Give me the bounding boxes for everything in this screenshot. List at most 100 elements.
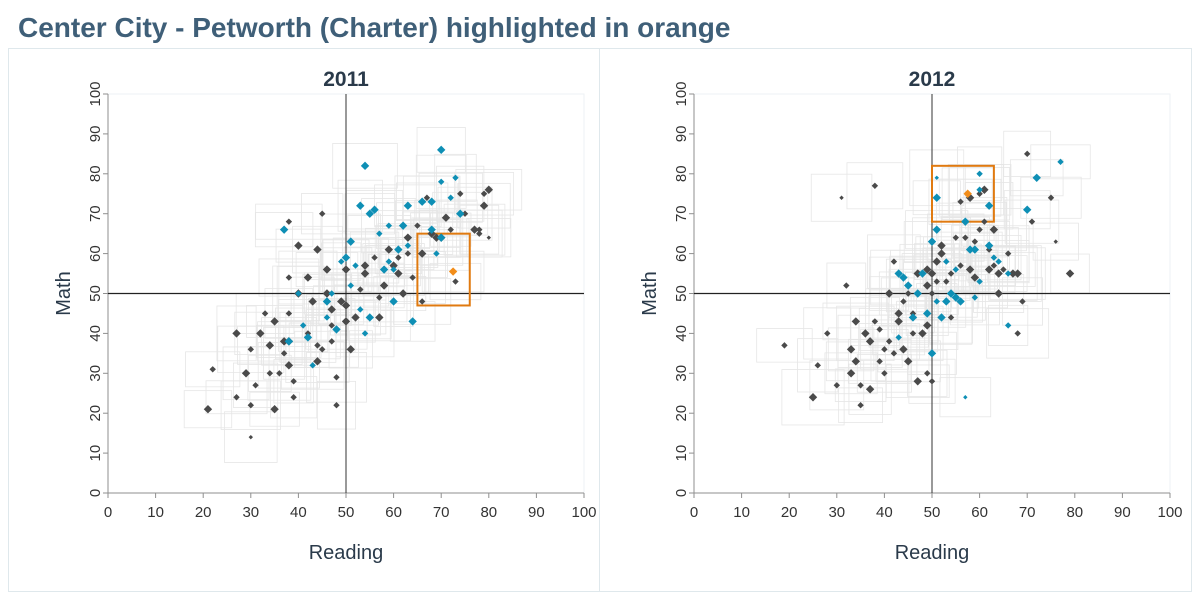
background-box (822, 302, 890, 341)
background-box (237, 325, 303, 365)
x-tick-label: 100 (571, 504, 596, 521)
charter-school-point (923, 309, 932, 318)
highlighted-school-point (448, 267, 458, 276)
traditional-school-point (927, 269, 937, 278)
background-box (848, 363, 892, 415)
charter-school-point (437, 145, 446, 155)
background-box (434, 153, 477, 202)
traditional-school-point (871, 182, 879, 189)
y-tick-label: 100 (673, 81, 690, 106)
background-box (402, 211, 462, 248)
traditional-school-point (871, 318, 879, 325)
traditional-school-point (209, 366, 216, 373)
charter-school-point (984, 241, 994, 250)
traditional-school-point (375, 313, 384, 322)
traditional-school-point (865, 385, 875, 394)
y-axis-title: Math (53, 271, 75, 315)
traditional-school-point (360, 269, 370, 278)
traditional-school-point (814, 362, 821, 369)
charter-school-point (379, 265, 389, 274)
background-box (901, 305, 944, 362)
chart-frame (8, 48, 1192, 592)
traditional-school-point (379, 281, 389, 290)
background-box (1009, 159, 1064, 197)
background-box (927, 213, 985, 262)
charter-school-point (1032, 173, 1041, 182)
charter-school-point (356, 201, 365, 210)
y-tick-label: 50 (673, 285, 690, 302)
charter-school-point (394, 245, 403, 254)
background-box (1003, 190, 1051, 230)
background-box (988, 304, 1029, 346)
charter-school-point (403, 201, 413, 210)
traditional-school-point (357, 286, 364, 293)
traditional-school-point (957, 198, 964, 205)
traditional-school-point (452, 278, 459, 285)
x-tick-label: 70 (1019, 504, 1036, 521)
traditional-school-point (876, 326, 883, 333)
traditional-school-point (937, 241, 946, 250)
scatter-panel-2011: 0 10 20 30 40 50 60 70 80 90 100 0 10 20 30 40 50 60 70 80 9… (53, 68, 597, 564)
background-boxes (756, 130, 1091, 426)
traditional-school-point (423, 194, 431, 201)
panel-title: 2012 (909, 68, 956, 91)
traditional-school-point (337, 297, 346, 306)
traditional-school-point (881, 346, 888, 353)
traditional-school-point (409, 274, 416, 281)
traditional-school-point (322, 289, 332, 298)
traditional-school-point (328, 322, 335, 329)
charter-school-point (309, 362, 316, 369)
traditional-school-point (270, 405, 279, 414)
charter-school-point (390, 266, 397, 273)
background-box (875, 340, 941, 383)
charter-school-point (1004, 270, 1012, 277)
traditional-school-point (341, 317, 351, 326)
traditional-school-point (976, 226, 983, 233)
y-tick-label: 80 (673, 165, 690, 182)
traditional-school-point (1014, 330, 1021, 337)
x-tick-label: 0 (690, 504, 698, 521)
background-box (858, 323, 921, 360)
charter-school-point (284, 337, 294, 346)
traditional-school-point (994, 289, 1003, 298)
background-box (454, 172, 515, 216)
charter-school-point (323, 314, 331, 321)
background-box (321, 242, 362, 281)
traditional-school-point (476, 230, 483, 237)
traditional-school-point (994, 269, 1003, 278)
charter-school-point (932, 225, 941, 234)
traditional-school-point (865, 337, 875, 346)
traditional-school-point (294, 241, 303, 250)
background-box (957, 146, 1003, 202)
background-box (429, 262, 482, 301)
traditional-school-point (418, 298, 426, 305)
charter-school-point (404, 242, 412, 249)
background-box (1020, 176, 1082, 219)
charter-school-point (295, 290, 302, 297)
traditional-school-point (432, 233, 441, 242)
traditional-school-point (918, 329, 927, 338)
traditional-school-point (861, 329, 870, 338)
traditional-school-point (308, 297, 317, 306)
x-tick-label: 90 (528, 504, 545, 521)
traditional-school-point (346, 345, 355, 354)
charter-school-point (963, 395, 968, 400)
y-tick-label: 70 (87, 205, 104, 222)
traditional-school-point (937, 249, 946, 258)
traditional-school-point (247, 346, 254, 353)
traditional-school-point (333, 402, 340, 409)
y-tick-label: 40 (87, 325, 104, 342)
y-tick-label: 0 (673, 489, 690, 497)
panel-title: 2011 (323, 68, 369, 91)
traditional-school-point (1065, 269, 1075, 278)
traditional-school-point (1053, 239, 1058, 244)
background-box (421, 250, 485, 293)
background-box (347, 215, 412, 253)
background-box (966, 235, 1022, 281)
x-axis-title: Reading (309, 542, 384, 564)
traditional-school-point (933, 278, 940, 285)
background-box (923, 236, 970, 287)
traditional-school-point (839, 195, 844, 200)
traditional-school-point (923, 281, 932, 290)
charter-school-point (352, 262, 359, 269)
